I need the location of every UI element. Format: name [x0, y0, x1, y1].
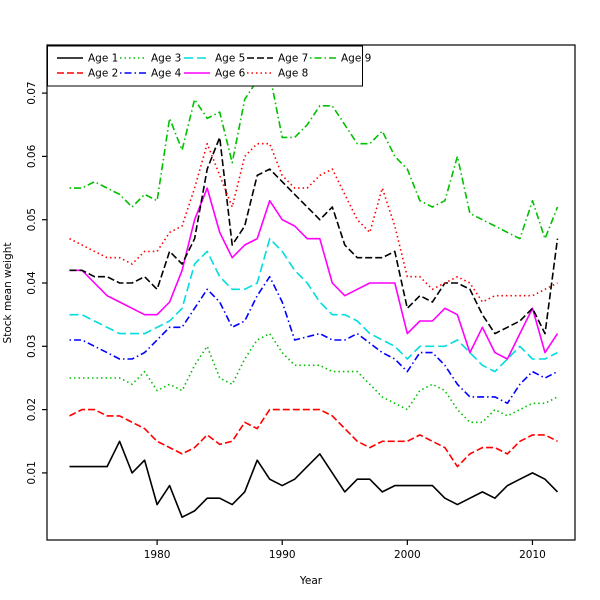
legend-item-age-6: Age 6	[184, 68, 246, 80]
y-tick-label: 0.01	[26, 461, 38, 484]
x-tick-label: 2010	[519, 549, 546, 561]
legend-item-age-4: Age 4	[120, 68, 182, 80]
series-group	[69, 73, 559, 519]
legend-label: Age 3	[151, 53, 181, 65]
legend-label: Age 2	[88, 68, 118, 80]
y-axis-label: Stock mean weight	[2, 243, 14, 344]
axes: 1980 1990 2000 2010 0.01 0.02 0.03 0.04 0.05 0.06…	[26, 81, 546, 561]
x-tick-label: 1990	[269, 549, 296, 561]
series-line-age-9	[69, 73, 559, 240]
legend-item-age-7: Age 7	[247, 53, 308, 65]
legend-label: Age 4	[151, 68, 182, 80]
legend-item-age-5: Age 5	[184, 53, 245, 65]
legend-label: Age 6	[215, 68, 246, 80]
legend-label: Age 9	[341, 53, 371, 65]
y-tick-label: 0.05	[26, 208, 38, 231]
y-tick-label: 0.03	[26, 335, 38, 358]
series-line-age-4	[69, 275, 558, 405]
legend-label: Age 1	[88, 53, 118, 65]
series-line-age-1	[69, 440, 559, 519]
y-tick-label: 0.04	[26, 271, 38, 295]
legend: Age 1 Age 2 Age 3 Age 4 Age 5 Age 6 Age 7 Age 8…	[47, 45, 371, 87]
series-line-age-7	[69, 136, 559, 335]
legend-item-age-9: Age 9	[310, 53, 371, 65]
legend-item-age-1: Age 1	[57, 53, 118, 65]
x-tick-label: 1980	[144, 549, 171, 561]
plot-area-frame	[46, 44, 576, 541]
x-tick-label: 2000	[394, 549, 421, 561]
legend-item-age-2: Age 2	[57, 68, 118, 80]
legend-label: Age 5	[215, 53, 245, 65]
legend-label: Age 8	[278, 68, 308, 80]
y-tick-label: 0.06	[26, 144, 38, 168]
y-tick-label: 0.02	[26, 398, 38, 421]
legend-item-age-8: Age 8	[247, 68, 308, 80]
series-line-age-2	[69, 408, 558, 468]
series-line-age-8	[69, 142, 558, 303]
y-tick-label: 0.07	[26, 81, 38, 104]
legend-label: Age 7	[278, 53, 308, 65]
series-line-age-5	[69, 237, 558, 373]
x-axis-label: Year	[299, 575, 323, 587]
legend-box	[47, 45, 363, 87]
series-line-age-6	[69, 187, 559, 360]
legend-item-age-3: Age 3	[120, 53, 181, 65]
series-line-age-3	[69, 332, 558, 424]
